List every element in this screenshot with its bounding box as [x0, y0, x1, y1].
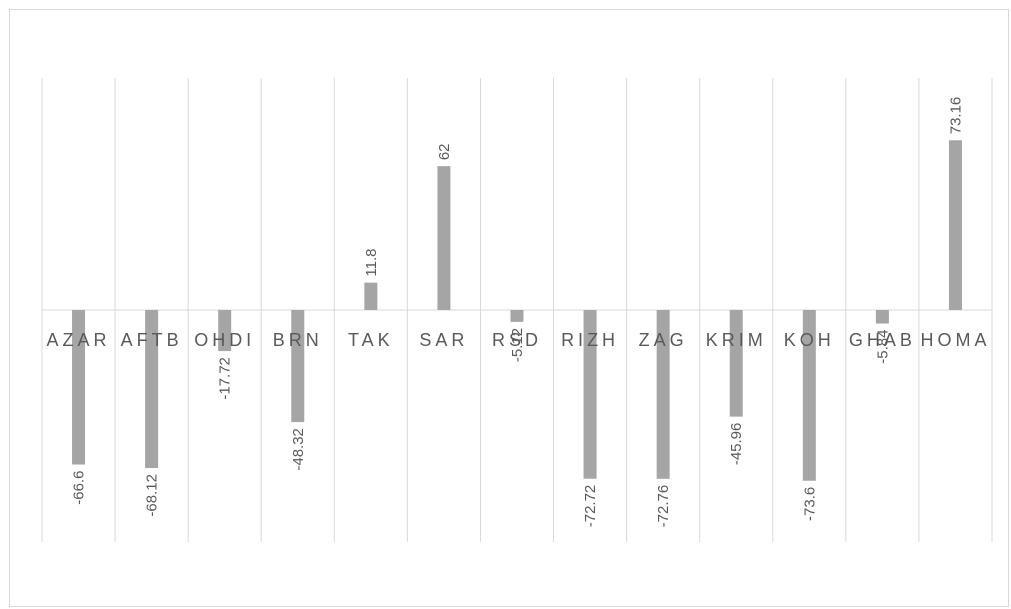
data-label-brn: -48.32 [290, 428, 307, 471]
bar-ohdi [218, 310, 232, 352]
chart-frame [9, 9, 1009, 607]
data-label-koh: -73.6 [801, 487, 818, 521]
category-label-rizh: RIZH [561, 330, 619, 350]
category-label-aftb: AFTB [121, 330, 183, 350]
data-label-ghab: -5.84 [874, 330, 891, 364]
category-label-rsd: RSD [492, 330, 542, 350]
category-label-sar: SAR [419, 330, 468, 350]
category-label-zag: ZAG [639, 330, 688, 350]
bar-homa [948, 140, 962, 310]
bar-zag [656, 310, 670, 479]
bar-brn [291, 310, 305, 423]
category-label-ohdi: OHDI [194, 330, 255, 350]
gridlines [41, 78, 993, 542]
data-label-azar: -66.6 [71, 471, 88, 505]
bars [72, 140, 962, 481]
category-label-tak: TAK [348, 330, 394, 350]
data-label-zag: -72.76 [655, 485, 672, 528]
bar-aftb [145, 310, 159, 469]
bar-sar [437, 166, 451, 310]
bar-krim [729, 310, 743, 417]
bar-ghab [875, 310, 889, 324]
labels: -66.6 AZAR -68.12 AFTB -17.72 OHDI -48.32 BRN 11… [47, 97, 990, 528]
category-label-homa: HOMA [920, 330, 990, 350]
data-label-rsd: -5.12 [509, 328, 526, 362]
data-label-homa: 73.16 [947, 97, 964, 135]
data-label-aftb: -68.12 [144, 474, 161, 517]
data-label-rizh: -72.72 [582, 485, 599, 528]
data-label-ohdi: -17.72 [217, 357, 234, 400]
category-label-brn: BRN [273, 330, 323, 350]
bar-azar [72, 310, 86, 465]
category-label-koh: KOH [784, 330, 835, 350]
bar-tak [364, 282, 378, 310]
data-label-tak: 11.8 [363, 249, 380, 277]
bar-rsd [510, 310, 524, 322]
category-label-azar: AZAR [47, 330, 111, 350]
category-label-ghab: GHAB [849, 330, 916, 350]
category-label-krim: KRIM [706, 330, 767, 350]
bar-rizh [583, 310, 597, 479]
data-label-krim: -45.96 [728, 423, 745, 466]
bar-koh [802, 310, 816, 481]
data-label-sar: 62 [436, 143, 453, 160]
